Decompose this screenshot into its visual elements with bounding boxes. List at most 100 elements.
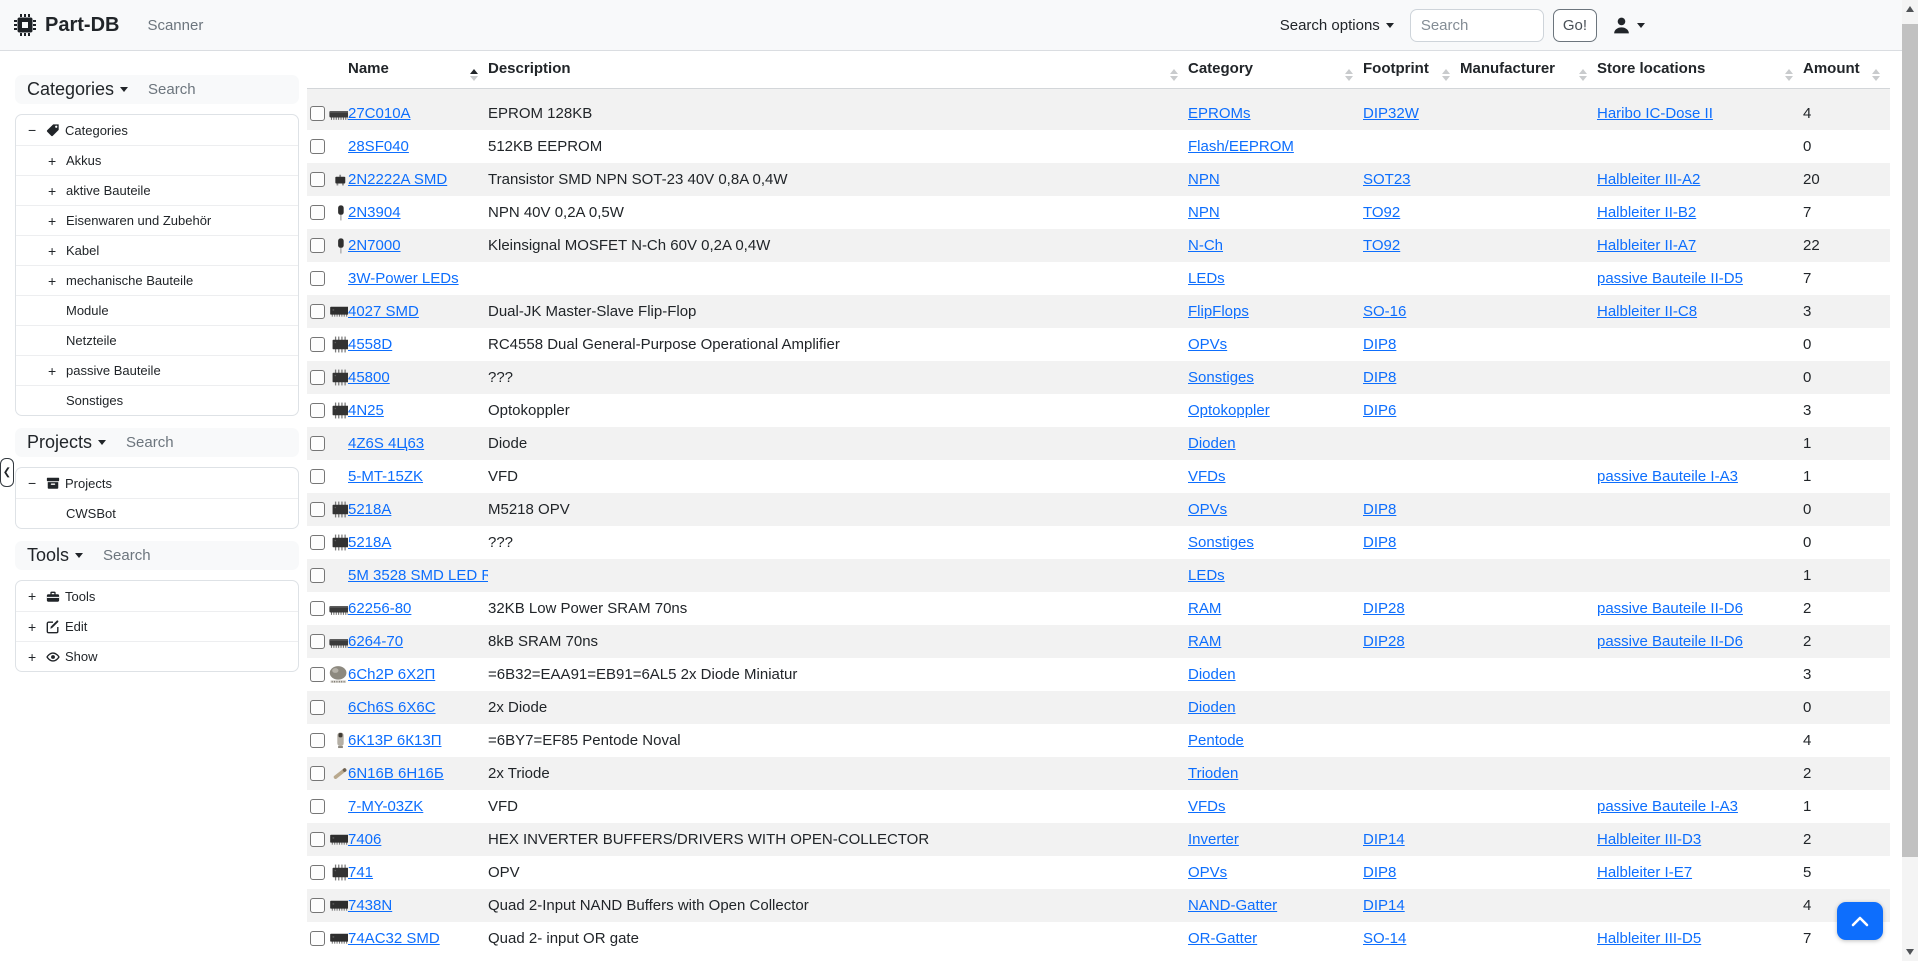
part-name-link[interactable]: 6Ch6S 6Х6С — [348, 698, 436, 716]
category-link[interactable]: Dioden — [1188, 665, 1236, 683]
row-checkbox[interactable] — [310, 634, 325, 650]
tree-item[interactable]: + Tools — [16, 581, 298, 611]
part-thumbnail[interactable] — [328, 928, 348, 949]
row-checkbox[interactable] — [310, 337, 325, 353]
row-checkbox[interactable] — [310, 535, 325, 551]
category-link[interactable]: N-Ch — [1188, 236, 1224, 254]
row-checkbox[interactable] — [310, 502, 325, 518]
tree-item[interactable]: − Projects — [16, 468, 298, 498]
category-link[interactable]: LEDs — [1188, 269, 1225, 287]
row-checkbox[interactable] — [310, 898, 325, 914]
footprint-link[interactable]: DIP32W — [1363, 104, 1419, 122]
category-link[interactable]: OPVs — [1188, 500, 1228, 518]
part-thumbnail[interactable] — [328, 334, 348, 355]
panel-search-input[interactable] — [101, 546, 236, 565]
part-name-link[interactable]: 4Z6S 4Ц63 — [348, 434, 425, 452]
part-thumbnail[interactable] — [328, 169, 348, 190]
column-header[interactable]: Category — [1188, 53, 1363, 89]
part-name-link[interactable]: 6Ch2P 6Х2П — [348, 665, 436, 683]
category-link[interactable]: LEDs — [1188, 566, 1225, 584]
category-link[interactable]: FlipFlops — [1188, 302, 1249, 320]
store-location-link[interactable]: Halbleiter III-D5 — [1597, 929, 1702, 947]
column-header[interactable] — [307, 53, 328, 89]
footprint-link[interactable]: SO-16 — [1363, 302, 1407, 320]
part-name-link[interactable]: 4027 SMD — [348, 302, 419, 320]
tree-expander[interactable]: + — [28, 618, 37, 635]
store-location-link[interactable]: Haribo IC-Dose II — [1597, 104, 1713, 122]
search-options-dropdown[interactable]: Search options — [1280, 17, 1394, 34]
part-thumbnail[interactable] — [328, 664, 348, 685]
row-checkbox[interactable] — [310, 832, 325, 848]
column-header[interactable] — [328, 53, 348, 89]
part-thumbnail[interactable] — [328, 730, 348, 751]
footprint-link[interactable]: TO92 — [1363, 236, 1401, 254]
vertical-scrollbar[interactable] — [1902, 0, 1918, 961]
footprint-link[interactable]: DIP8 — [1363, 863, 1397, 881]
store-location-link[interactable]: Halbleiter I-E7 — [1597, 863, 1693, 881]
category-link[interactable]: EPROMs — [1188, 104, 1251, 122]
footprint-link[interactable]: DIP8 — [1363, 368, 1397, 386]
row-checkbox[interactable] — [310, 238, 325, 254]
footprint-link[interactable]: SOT23 — [1363, 170, 1411, 188]
part-thumbnail[interactable] — [328, 103, 348, 124]
category-link[interactable]: VFDs — [1188, 467, 1226, 485]
part-name-link[interactable]: 27C010A — [348, 104, 411, 122]
part-name-link[interactable]: 6K13P 6К13П — [348, 731, 442, 749]
footprint-link[interactable]: DIP14 — [1363, 896, 1405, 914]
row-checkbox[interactable] — [310, 172, 325, 188]
row-checkbox[interactable] — [310, 139, 325, 155]
column-header[interactable]: Description — [488, 53, 1188, 89]
row-checkbox[interactable] — [310, 766, 325, 782]
store-location-link[interactable]: passive Bauteile II-D5 — [1597, 269, 1743, 287]
part-name-link[interactable]: 7406 — [348, 830, 382, 848]
panel-title-dropdown[interactable]: Tools — [27, 545, 70, 565]
row-checkbox[interactable] — [310, 667, 325, 683]
tree-item[interactable]: + Kabel — [16, 235, 298, 265]
row-checkbox[interactable] — [310, 205, 325, 221]
sort-indicator[interactable] — [1579, 69, 1587, 81]
footprint-link[interactable]: DIP6 — [1363, 401, 1397, 419]
part-name-link[interactable]: 2N3904 — [348, 203, 401, 221]
category-link[interactable]: OR-Gatter — [1188, 929, 1258, 947]
row-checkbox[interactable] — [310, 601, 325, 617]
row-checkbox[interactable] — [310, 436, 325, 452]
part-name-link[interactable]: 4N25 — [348, 401, 384, 419]
store-location-link[interactable]: Halbleiter II-B2 — [1597, 203, 1697, 221]
scroll-to-top-button[interactable] — [1837, 902, 1883, 940]
part-name-link[interactable]: 28SF040 — [348, 137, 409, 155]
part-thumbnail[interactable] — [328, 301, 348, 322]
footprint-link[interactable]: DIP28 — [1363, 599, 1405, 617]
part-name-link[interactable]: 2N2222A SMD — [348, 170, 448, 188]
panel-search-input[interactable] — [146, 80, 281, 99]
category-link[interactable]: Sonstiges — [1188, 368, 1254, 386]
column-header[interactable]: Store locations — [1597, 53, 1803, 89]
part-name-link[interactable]: 2N7000 — [348, 236, 401, 254]
sort-indicator[interactable] — [1872, 69, 1880, 81]
category-link[interactable]: Dioden — [1188, 698, 1236, 716]
part-name-link[interactable]: 4558D — [348, 335, 393, 353]
row-checkbox[interactable] — [310, 733, 325, 749]
scrollbar-down-arrow[interactable] — [1906, 949, 1914, 955]
row-checkbox[interactable] — [310, 106, 325, 122]
part-name-link[interactable]: 5218A — [348, 533, 392, 551]
store-location-link[interactable]: passive Bauteile I-A3 — [1597, 797, 1738, 815]
part-thumbnail[interactable] — [328, 202, 348, 223]
sort-indicator[interactable] — [1442, 69, 1450, 81]
nav-item-scanner[interactable]: Scanner — [147, 16, 204, 34]
category-link[interactable]: NPN — [1188, 203, 1220, 221]
category-link[interactable]: OPVs — [1188, 863, 1228, 881]
category-link[interactable]: Flash/EEPROM — [1188, 137, 1294, 155]
tree-expander[interactable]: − — [28, 122, 37, 138]
app-title[interactable]: Part-DB — [45, 13, 120, 36]
category-link[interactable]: VFDs — [1188, 797, 1226, 815]
part-name-link[interactable]: 74AC32 SMD — [348, 929, 440, 947]
category-link[interactable]: NPN — [1188, 170, 1220, 188]
tree-item[interactable]: Sonstiges — [16, 385, 298, 415]
tree-item[interactable]: − Categories — [16, 115, 298, 145]
part-name-link[interactable]: 6264-70 — [348, 632, 404, 650]
row-checkbox[interactable] — [310, 469, 325, 485]
sort-indicator[interactable] — [470, 69, 478, 81]
tree-item[interactable]: + passive Bauteile — [16, 355, 298, 385]
sort-indicator[interactable] — [1170, 69, 1178, 81]
category-link[interactable]: Optokoppler — [1188, 401, 1270, 419]
